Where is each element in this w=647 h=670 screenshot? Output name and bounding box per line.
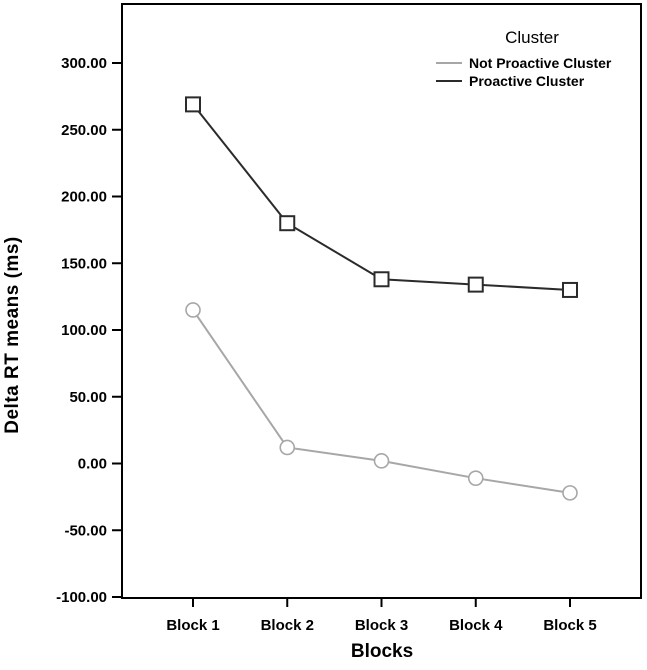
y-tick-label: 250.00	[61, 122, 107, 139]
x-tick-label: Block 3	[355, 617, 408, 634]
y-axis-title: Delta RT means (ms)	[2, 236, 23, 434]
y-tick-label: 0.00	[78, 456, 107, 473]
not-proactive-line-swatch	[436, 62, 462, 64]
legend-label-proactive: Proactive Cluster	[469, 73, 585, 89]
circle-marker	[185, 302, 201, 318]
circle-marker	[373, 453, 390, 469]
y-tick-label: 300.00	[61, 55, 107, 72]
square-marker	[279, 215, 296, 232]
y-tick-label: 100.00	[61, 322, 107, 339]
proactive-line-swatch	[436, 80, 462, 82]
square-marker	[185, 96, 201, 113]
x-tick-label: Block 4	[449, 617, 503, 634]
x-tick-label: Block 1	[166, 617, 219, 634]
y-tick-label: 50.00	[69, 389, 107, 406]
plot-frame	[121, 3, 642, 599]
x-tick-label: Block 5	[543, 617, 596, 634]
x-axis-title: Blocks	[350, 641, 414, 662]
y-tick-label: -50.00	[64, 522, 107, 539]
circle-marker	[467, 470, 484, 486]
y-tick-label: 150.00	[61, 255, 107, 272]
legend: Cluster Not Proactive Cluster Proactive …	[428, 28, 636, 90]
circle-marker	[279, 439, 296, 456]
y-tick-label: 200.00	[61, 189, 107, 206]
series-line-proactive	[192, 103, 571, 291]
legend-entry-not-proactive: Not Proactive Cluster	[436, 54, 636, 72]
circle-marker	[562, 485, 578, 501]
legend-entry-proactive: Proactive Cluster	[436, 72, 636, 90]
square-marker	[562, 281, 578, 298]
y-tick-label: -100.00	[56, 589, 107, 606]
legend-title: Cluster	[505, 28, 559, 47]
square-marker	[373, 271, 390, 288]
legend-label-not-proactive: Not Proactive Cluster	[469, 55, 612, 71]
x-tick-label: Block 2	[261, 617, 314, 634]
square-marker	[467, 276, 484, 293]
